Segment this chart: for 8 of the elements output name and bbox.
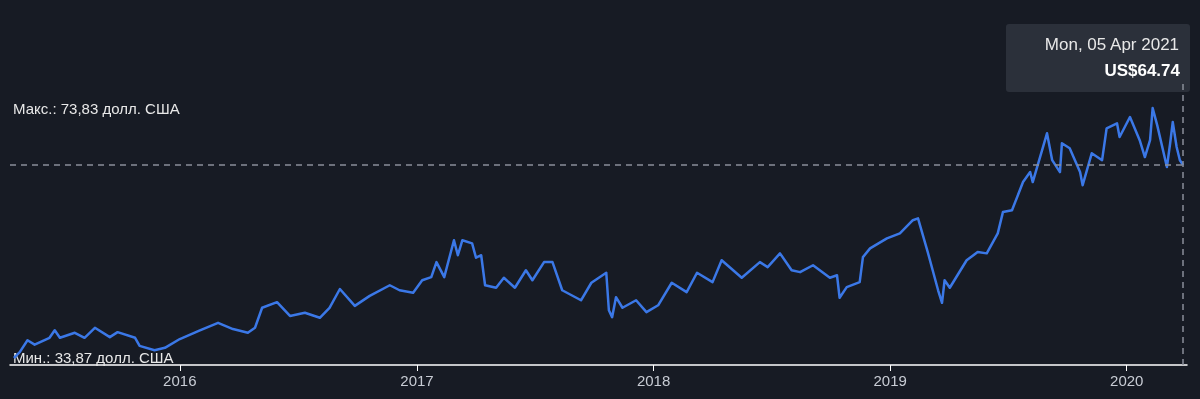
x-tick-label: 2017: [400, 372, 434, 389]
x-tick-label: 2016: [163, 372, 197, 389]
x-tick-label: 2018: [636, 372, 671, 389]
x-tick-label: 2019: [873, 372, 907, 389]
y-tick-label: Макс.: 73,83 долл. США: [13, 99, 180, 117]
text: Mon, 05 Apr 2021: [1044, 35, 1180, 54]
x-tick-label: 2020: [1110, 372, 1144, 389]
text: US$64.74: [1104, 61, 1181, 80]
